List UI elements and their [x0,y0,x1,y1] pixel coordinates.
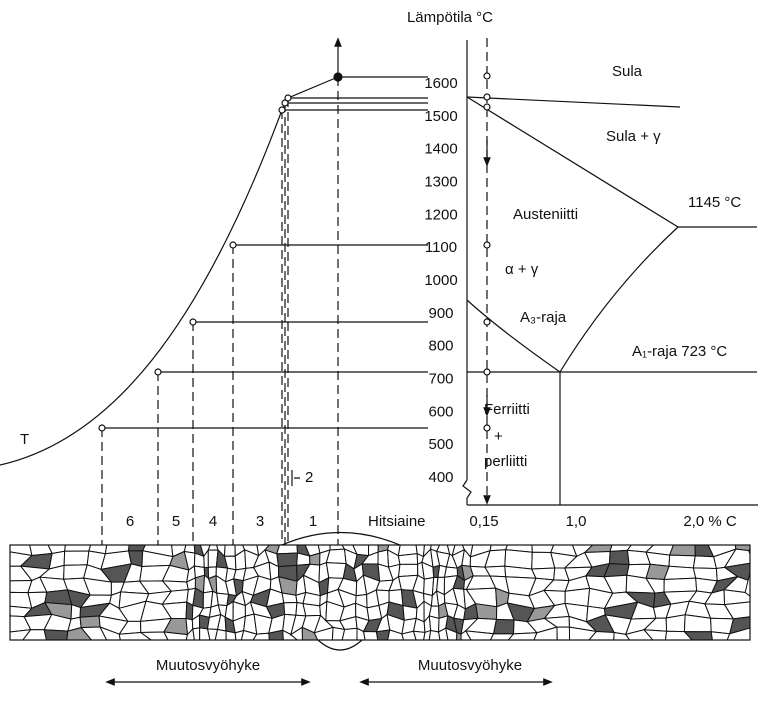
grain [186,602,193,620]
point [484,369,490,375]
point [279,107,285,113]
grain [64,551,89,565]
grain [398,554,417,565]
point [334,73,342,81]
point [484,319,490,325]
grain [403,606,417,621]
x-tick-label: 2,0 % C [683,513,737,530]
y-tick-label: 700 [428,370,453,387]
grain [277,553,298,567]
point [99,425,105,431]
y-tick-label: 1200 [424,206,457,223]
zone-label: 6 [126,513,134,530]
grain [399,564,418,576]
point [285,95,291,101]
grain [303,604,321,616]
phase-label: Sula [612,63,643,80]
grain [65,537,92,551]
diagram: Lämpötila °C T Sula Sula + γ Austeniitti… [0,0,761,702]
x-tick-label: 0,15 [469,513,498,530]
grain [457,633,461,643]
grain [466,631,494,646]
zone-label: 5 [172,513,180,530]
y-tick-label: 1000 [424,272,457,289]
grain [193,628,200,644]
grain [44,630,68,648]
curve-label: T [20,431,29,448]
y-tick-label: 600 [428,403,453,420]
grain [494,619,514,634]
phase-label: A₃-raja [520,309,567,326]
zone-label: 2 [305,469,313,486]
point [155,369,161,375]
point [484,242,490,248]
point [484,73,490,79]
x-tick-label: 1,0 [566,513,587,530]
temperature-lines [102,77,428,548]
grain [4,581,32,593]
y-tick-label: 1600 [424,75,457,92]
microstructure [0,536,757,648]
phase-label: perliitti [484,453,527,470]
y-tick-label: 400 [428,469,453,486]
grain [670,540,696,555]
phase-label: A₁-raja 723 °C [632,343,727,360]
grain [284,603,297,616]
y-tick-label: 1300 [424,173,457,190]
phase-label: 1145 °C [688,194,741,211]
grain [326,549,346,564]
axis-title: Lämpötila °C [407,9,493,26]
grain [693,556,716,569]
point [484,104,490,110]
grain [476,604,497,620]
heating-curve [0,42,338,486]
grain [664,578,697,592]
weld-label: Hitsiaine [368,513,426,530]
grain [557,627,570,645]
y-tick-label: 1100 [425,239,457,256]
y-tick-label: 1400 [424,141,457,158]
phase-label: α + γ [505,261,539,278]
grain [429,616,439,632]
grain [342,628,357,645]
grain [609,550,629,564]
point [190,319,196,325]
point [484,425,490,431]
point [230,242,236,248]
phase-label: Ferriitti [484,401,530,418]
grain [684,615,711,632]
zone-label: 4 [209,513,217,530]
zone-label: 1 [309,513,317,530]
zone-span-label: Muutosvyöhyke [156,657,260,674]
grain [664,566,695,579]
phase-label: + [494,428,503,445]
grain [215,630,226,646]
grain [80,616,100,628]
phase-label: Sula + γ [606,128,661,145]
grain [71,605,80,619]
y-tick-label: 800 [428,338,453,355]
zone-label: 3 [256,513,264,530]
y-tick-label: 1500 [424,108,457,125]
grain [269,630,284,646]
y-tick-label: 500 [428,436,453,453]
zone-span-label: Muutosvyöhyke [418,657,522,674]
grain [666,615,685,632]
y-tick-label: 900 [428,305,453,322]
grain [724,590,757,605]
grain [225,537,236,557]
grain [669,555,695,568]
grain [711,632,730,647]
phase-label: Austeniitti [513,206,578,223]
point [484,94,490,100]
grain [398,540,417,556]
